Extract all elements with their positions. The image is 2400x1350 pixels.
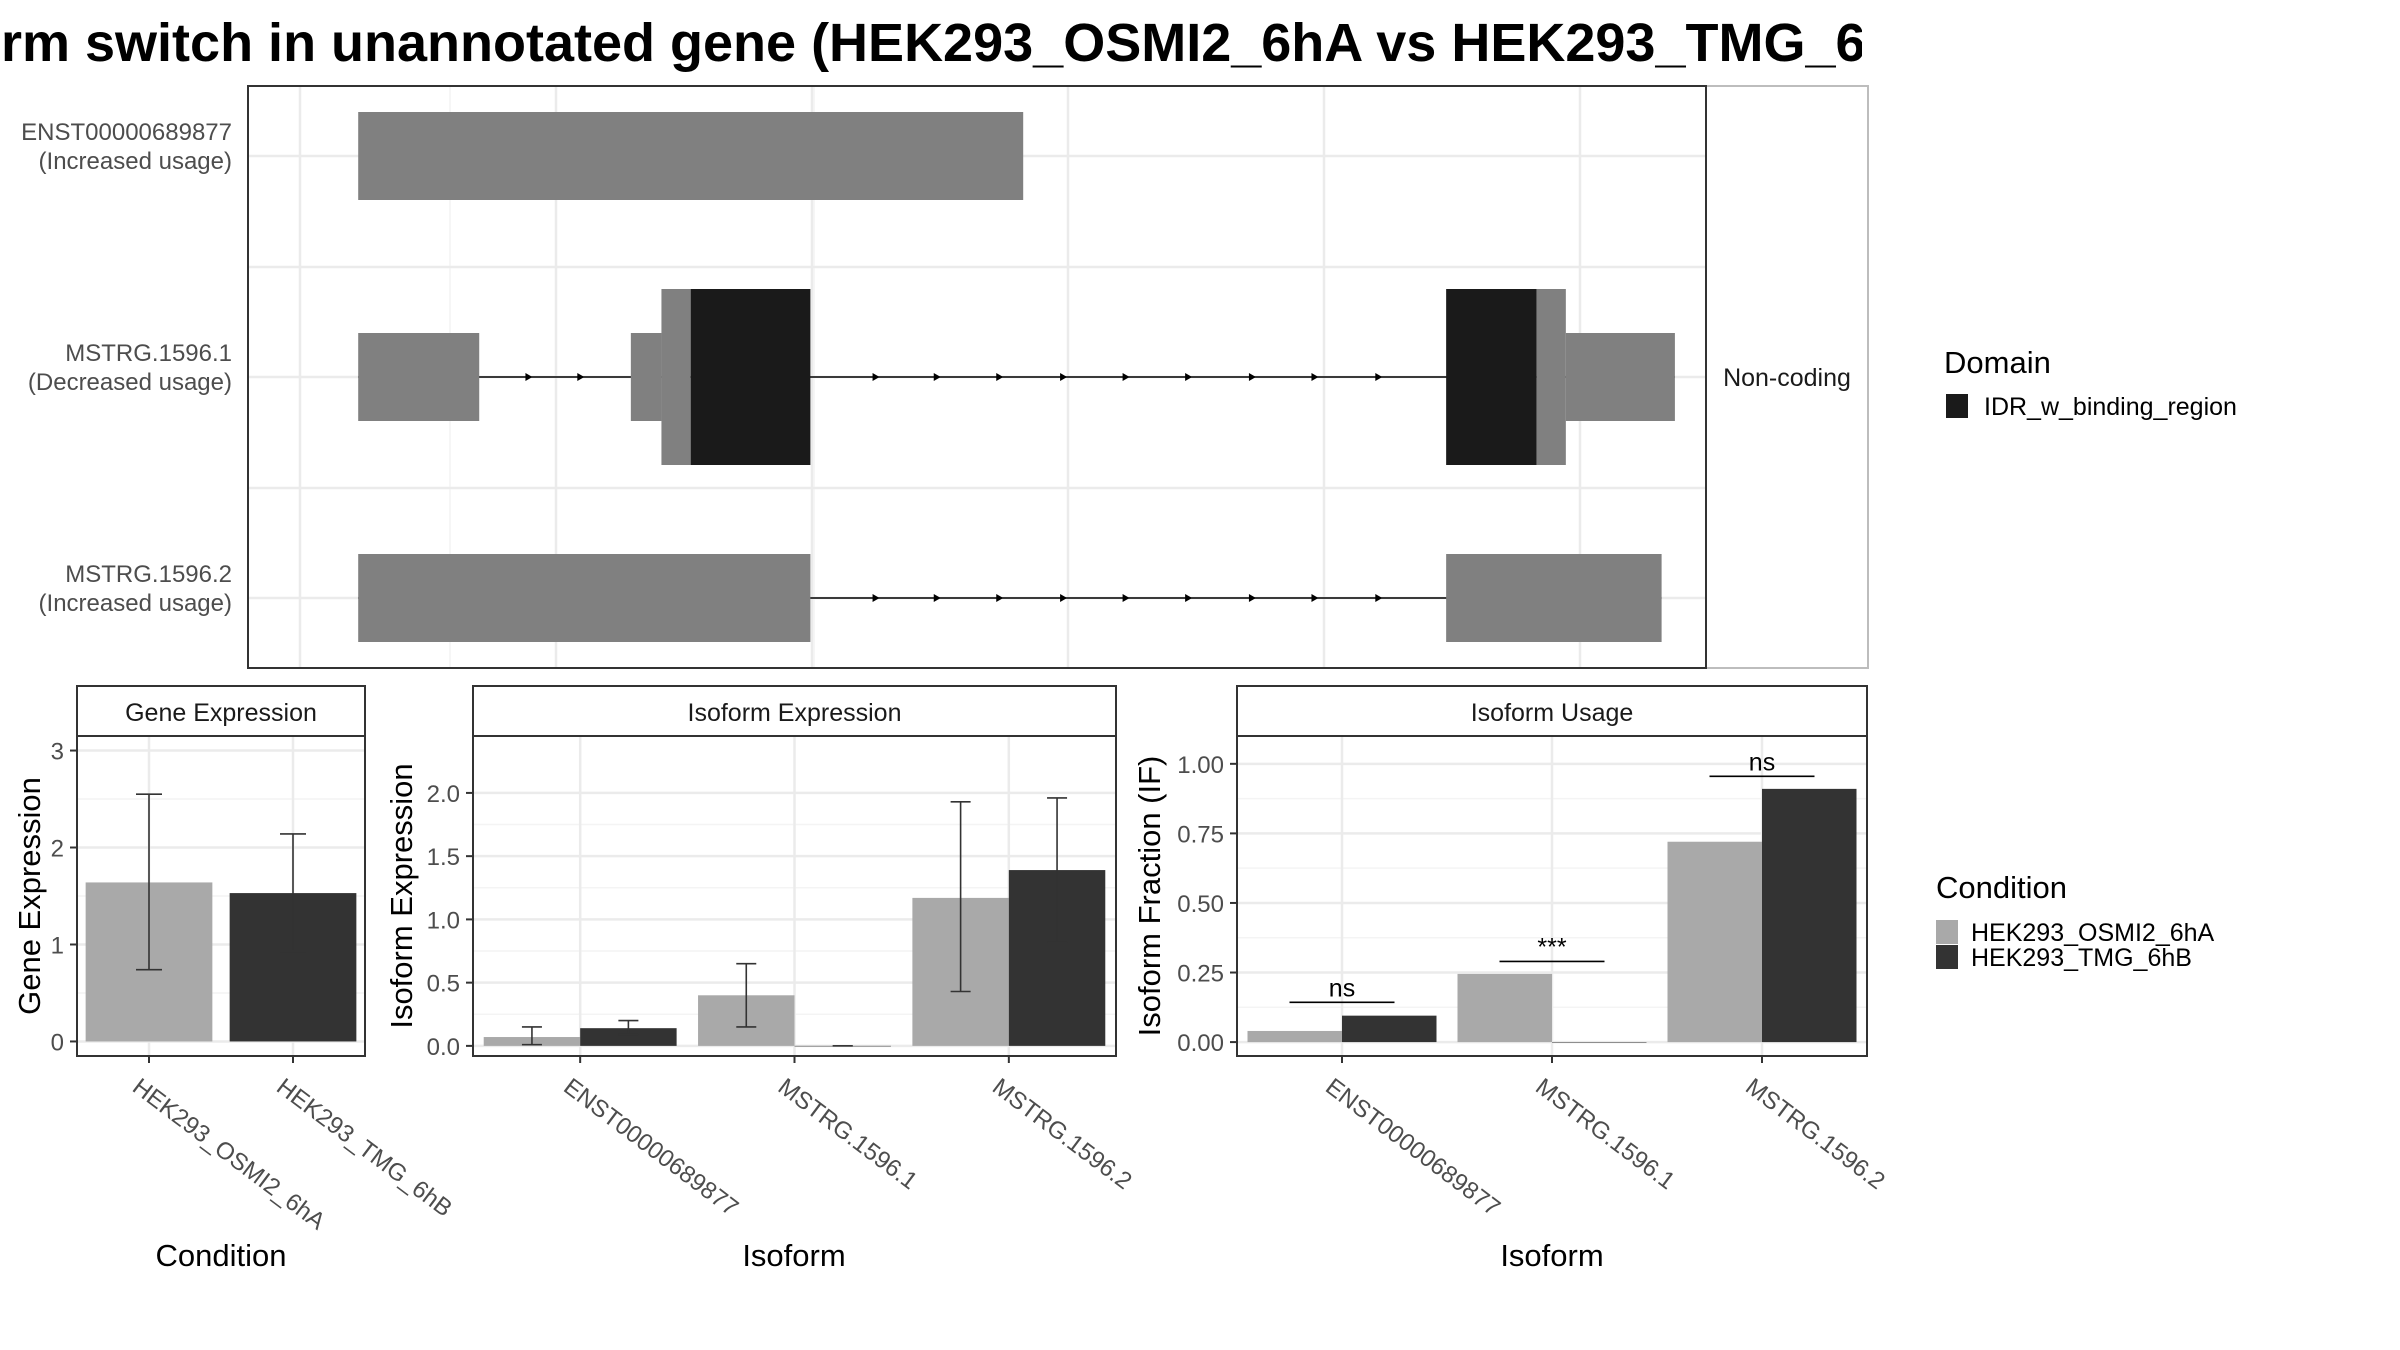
transcript-label: MSTRG.1596.2: [65, 561, 232, 588]
domain-legend-label: IDR_w_binding_region: [1984, 393, 2237, 421]
y-tick-label: 2.0: [427, 781, 460, 808]
transcript-ENST00000689877: [358, 112, 1024, 200]
y-tick-label: 1: [51, 932, 64, 959]
significance-label: ***: [1537, 933, 1566, 961]
x-tick-label: MSTRG.1596.1: [1530, 1073, 1679, 1195]
y-tick-label: 1.00: [1177, 752, 1224, 779]
domain-block: [1446, 289, 1537, 465]
intron-direction-arrow: [872, 373, 880, 381]
y-tick-label: 0.5: [427, 971, 460, 998]
intron-direction-arrow: [1122, 594, 1130, 602]
y-tick-label: 0.25: [1177, 961, 1224, 988]
bar-panel-2: Isoform Expression 0.0 0.5 1.0 1.5 2.0 ENST000…: [384, 685, 1137, 1273]
figure-title: Isoform switch in unannotated gene (HEK2…: [0, 13, 1862, 73]
panel-strip-label: Isoform Usage: [1471, 699, 1634, 727]
domain-legend-swatch: [1946, 394, 1968, 418]
bar: [1457, 973, 1552, 1043]
intron-direction-arrow: [1248, 594, 1256, 602]
y-axis-title: Isoform Expression: [384, 763, 419, 1028]
utr-exon: [1565, 333, 1675, 421]
gene-structure-panel: ENST00000689877(Increased usage)MSTRG.15…: [21, 85, 1869, 669]
panel-strip: [76, 685, 366, 737]
intron-direction-arrow: [1060, 373, 1068, 381]
intron-direction-arrow: [996, 373, 1004, 381]
panel-strip-label: Gene Expression: [125, 699, 317, 727]
y-tick-label: 3: [51, 739, 64, 766]
domain-block: [690, 289, 811, 465]
condition-legend-label: HEK293_OSMI2_6hA: [1971, 919, 2215, 947]
utr-exon: [630, 333, 662, 421]
intron-direction-arrow: [1248, 373, 1256, 381]
bar: [1667, 841, 1762, 1043]
condition-legend-title: Condition: [1936, 870, 2067, 905]
intron-direction-arrow: [996, 594, 1004, 602]
facet-strip-label: Non-coding: [1723, 364, 1851, 392]
y-axis-title: Isoform Fraction (IF): [1132, 756, 1167, 1037]
x-tick-label: MSTRG.1596.2: [1740, 1073, 1889, 1195]
transcript-label: ENST00000689877: [21, 119, 232, 146]
condition-legend-swatch: [1936, 920, 1958, 944]
bar-panel-3: ns *** ns Isoform Usage 0.00 0.25 0.50 0.75 1.00…: [1132, 685, 1890, 1273]
bar: [1342, 1015, 1437, 1043]
intron-direction-arrow: [1311, 594, 1319, 602]
transcript-label: MSTRG.1596.1: [65, 340, 232, 367]
intron-direction-arrow: [577, 373, 585, 381]
gene-structure-border: [247, 85, 1707, 669]
cds-exon: [661, 289, 691, 465]
domain-legend: Domain IDR_w_binding_region: [1944, 345, 2237, 421]
transcript-status-label: (Increased usage): [39, 148, 232, 175]
y-tick-label: 0.75: [1177, 821, 1224, 848]
transcript-status-label: (Increased usage): [39, 590, 232, 617]
intron-direction-arrow: [1375, 594, 1383, 602]
bar: [580, 1028, 677, 1046]
intron-direction-arrow: [933, 373, 941, 381]
y-tick-label: 1.5: [427, 844, 460, 871]
intron-direction-arrow: [933, 594, 941, 602]
bar: [1552, 1042, 1647, 1043]
y-tick-label: 0.00: [1177, 1030, 1224, 1057]
transcript-MSTRG.1596.2: [358, 554, 1662, 642]
y-tick-label: 0.50: [1177, 891, 1224, 918]
intron-direction-arrow: [872, 594, 880, 602]
domain-legend-title: Domain: [1944, 345, 2051, 380]
transcript-status-label: (Decreased usage): [28, 369, 232, 396]
x-tick-label: MSTRG.1596.2: [987, 1073, 1136, 1195]
intron-direction-arrow: [1060, 594, 1068, 602]
intron-direction-arrow: [525, 373, 533, 381]
y-tick-label: 0.0: [427, 1034, 460, 1061]
intron-direction-arrow: [1311, 373, 1319, 381]
intron-direction-arrow: [1185, 373, 1193, 381]
y-axis-title: Gene Expression: [12, 777, 47, 1015]
y-tick-label: 2: [51, 836, 64, 863]
panel-strip-label: Isoform Expression: [688, 699, 902, 727]
utr-exon: [1446, 554, 1662, 642]
significance-label: ns: [1749, 748, 1775, 776]
x-axis-title: Condition: [156, 1238, 287, 1273]
condition-legend-swatch: [1936, 945, 1958, 969]
utr-exon: [358, 333, 480, 421]
condition-legend-label: HEK293_TMG_6hB: [1971, 944, 2192, 972]
x-axis-title: Isoform: [742, 1238, 845, 1273]
intron-direction-arrow: [1122, 373, 1130, 381]
x-tick-label: ENST00000689877: [1320, 1073, 1505, 1221]
y-tick-label: 0: [51, 1029, 64, 1056]
panel-strip: [472, 685, 1117, 737]
x-tick-label: ENST00000689877: [559, 1073, 744, 1221]
cds-exon: [1536, 289, 1566, 465]
y-tick-label: 1.0: [427, 907, 460, 934]
x-tick-label: MSTRG.1596.1: [773, 1073, 922, 1195]
bar: [1762, 788, 1857, 1043]
utr-exon: [358, 554, 811, 642]
significance-label: ns: [1329, 974, 1355, 1002]
intron-direction-arrow: [1185, 594, 1193, 602]
panel-strip: [1236, 685, 1868, 737]
utr-exon: [358, 112, 1024, 200]
bar: [1247, 1030, 1342, 1043]
x-axis-title: Isoform: [1500, 1238, 1603, 1273]
intron-direction-arrow: [1375, 373, 1383, 381]
transcript-MSTRG.1596.1: [358, 289, 1675, 465]
